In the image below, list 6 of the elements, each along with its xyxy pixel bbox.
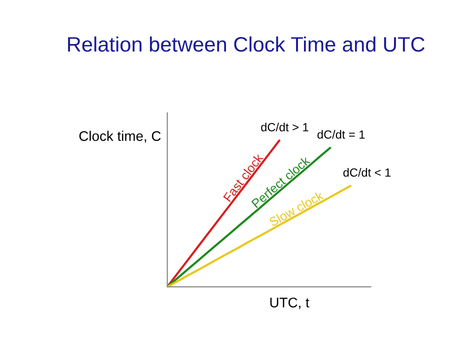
x-axis-title: UTC, t xyxy=(270,298,310,310)
text: dC/dt = 1 xyxy=(317,130,365,139)
chart-title: Relation between Clock Time and UTC xyxy=(68,36,425,52)
annotation: dC/dt < 1 xyxy=(343,168,391,177)
text: dC/dt > 1 xyxy=(261,122,308,132)
y-axis-title: Clock time, C xyxy=(79,130,161,143)
